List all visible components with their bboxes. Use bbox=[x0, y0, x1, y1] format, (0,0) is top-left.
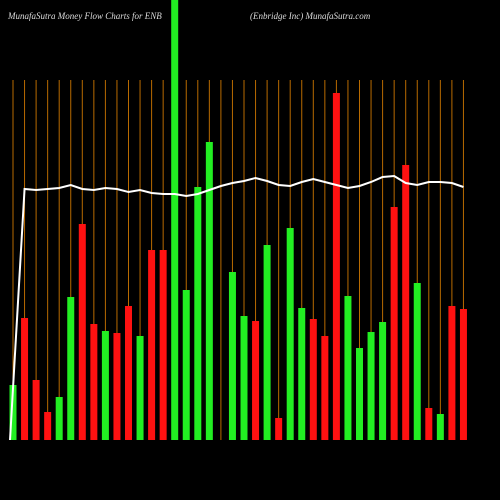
bar bbox=[182, 290, 190, 440]
bar bbox=[413, 283, 421, 440]
bar bbox=[321, 336, 329, 440]
bar bbox=[425, 408, 433, 440]
bar bbox=[379, 322, 387, 440]
bar bbox=[309, 319, 317, 440]
bar bbox=[286, 228, 294, 440]
bar bbox=[367, 332, 375, 440]
bar bbox=[194, 187, 202, 440]
bar bbox=[44, 412, 52, 440]
bar bbox=[125, 306, 132, 440]
bar bbox=[332, 93, 340, 440]
bar bbox=[228, 272, 236, 440]
bar bbox=[78, 224, 86, 440]
bar bbox=[113, 333, 121, 440]
bar bbox=[148, 250, 156, 440]
bar bbox=[390, 207, 398, 440]
bar bbox=[171, 0, 179, 440]
bar bbox=[459, 309, 467, 440]
bar bbox=[298, 308, 306, 440]
bar bbox=[136, 336, 144, 440]
bar bbox=[402, 165, 410, 440]
bar bbox=[448, 306, 456, 440]
chart-title: MunafaSutra Money Flow Charts for ENB bbox=[7, 11, 162, 21]
bar bbox=[275, 418, 283, 440]
bar bbox=[32, 380, 40, 440]
bar bbox=[344, 296, 352, 440]
bar bbox=[159, 250, 167, 440]
chart-subtitle: (Enbridge Inc) MunafaSutra.com bbox=[250, 11, 371, 21]
bar bbox=[436, 414, 444, 440]
bar bbox=[240, 316, 248, 440]
bar bbox=[90, 324, 98, 440]
bar bbox=[21, 318, 29, 440]
bar bbox=[55, 397, 63, 440]
bar bbox=[252, 321, 260, 440]
price-line bbox=[9, 174, 464, 441]
bar bbox=[205, 142, 213, 440]
bar bbox=[356, 348, 363, 440]
bar bbox=[263, 245, 271, 440]
bar bbox=[101, 331, 109, 440]
bar bbox=[9, 385, 17, 440]
bar bbox=[67, 297, 75, 440]
